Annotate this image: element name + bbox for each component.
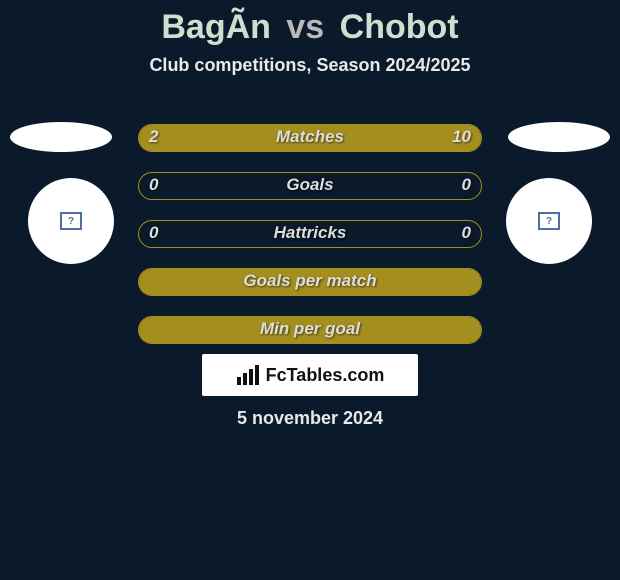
stat-bars: 2 Matches 10 0 Goals 0 0 Hattricks 0 Goa… (138, 124, 482, 364)
stat-label: Matches (139, 127, 481, 147)
stat-row-goals: 0 Goals 0 (138, 172, 482, 200)
title-player1: BagÃ­n (161, 8, 271, 47)
placeholder-icon: ? (538, 212, 560, 230)
bars-icon (236, 365, 260, 385)
subtitle: Club competitions, Season 2024/2025 (0, 55, 620, 76)
stat-right-value: 0 (462, 223, 471, 243)
stat-label: Goals per match (139, 271, 481, 291)
stat-row-hattricks: 0 Hattricks 0 (138, 220, 482, 248)
stat-right-value: 0 (462, 175, 471, 195)
comparison-card: BagÃ­n vs Chobot Club competitions, Seas… (0, 0, 620, 580)
club-badge-right: ? (506, 178, 592, 264)
stat-label: Min per goal (139, 319, 481, 339)
stat-right-value: 10 (452, 127, 471, 147)
page-title: BagÃ­n vs Chobot (0, 0, 620, 47)
stat-row-min-per-goal: Min per goal (138, 316, 482, 344)
placeholder-icon: ? (60, 212, 82, 230)
flag-left (10, 122, 112, 152)
stat-label: Hattricks (139, 223, 481, 243)
title-player2: Chobot (340, 8, 459, 47)
footer-date: 5 november 2024 (0, 408, 620, 429)
title-vs: vs (286, 8, 324, 47)
flag-right (508, 122, 610, 152)
stat-row-matches: 2 Matches 10 (138, 124, 482, 152)
stat-row-goals-per-match: Goals per match (138, 268, 482, 296)
stat-label: Goals (139, 175, 481, 195)
site-name: FcTables.com (266, 365, 385, 386)
club-badge-left: ? (28, 178, 114, 264)
site-badge: FcTables.com (202, 354, 418, 396)
